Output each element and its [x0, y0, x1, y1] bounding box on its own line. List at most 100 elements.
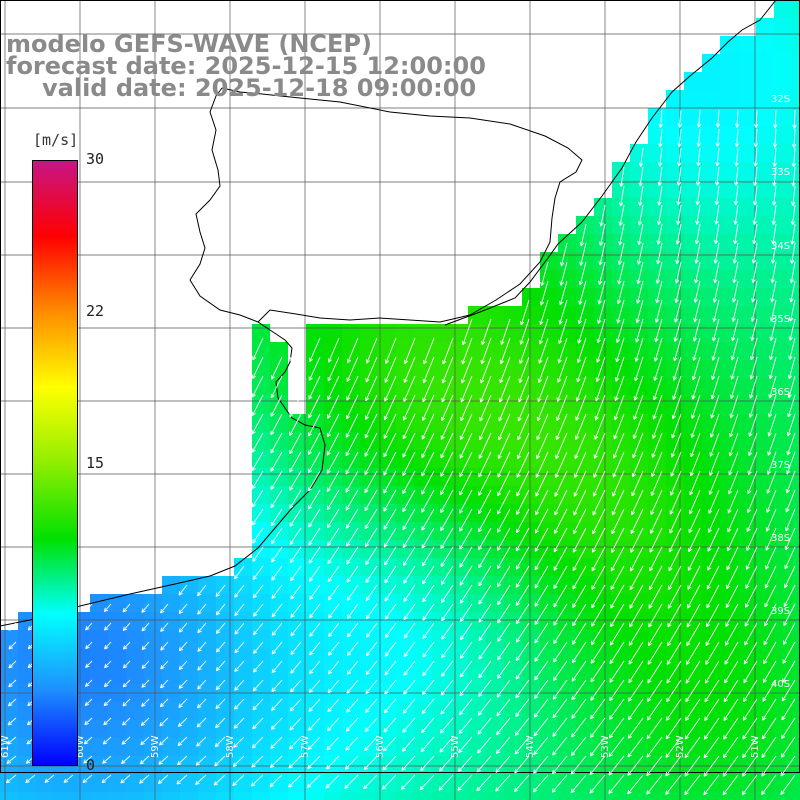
wind-arrow	[420, 755, 435, 772]
wind-speed-cell	[450, 450, 468, 468]
wind-speed-cell	[630, 612, 648, 630]
wind-speed-cell	[738, 486, 756, 504]
wind-speed-cell	[486, 594, 504, 612]
wind-speed-cell	[342, 648, 360, 666]
wind-arrow	[723, 717, 739, 740]
wind-arrow	[440, 698, 454, 715]
wind-speed-cell	[504, 360, 522, 378]
wind-arrow	[270, 736, 283, 749]
wind-speed-cell	[756, 234, 774, 252]
wind-speed-cell	[270, 702, 288, 720]
wind-speed-cell	[612, 270, 630, 288]
wind-arrow	[627, 698, 644, 721]
wind-speed-cell	[18, 792, 36, 800]
wind-speed-cell	[702, 468, 720, 486]
wind-arrow	[441, 641, 454, 659]
wind-arrow	[676, 166, 682, 186]
wind-arrow	[731, 280, 739, 303]
wind-arrow	[536, 394, 549, 422]
wind-speed-cell	[540, 486, 558, 504]
wind-arrow	[668, 527, 682, 553]
wind-arrow	[628, 679, 644, 702]
wind-speed-cell	[378, 378, 396, 396]
wind-speed-cell	[324, 612, 342, 630]
wind-arrow	[121, 736, 131, 745]
wind-arrow	[384, 584, 397, 602]
wind-speed-cell	[342, 612, 360, 630]
wind-speed-cell	[594, 432, 612, 450]
wind-arrow	[476, 774, 492, 792]
wind-speed-cell	[558, 558, 576, 576]
wind-arrow	[289, 432, 302, 455]
wind-arrow	[478, 584, 492, 605]
wind-speed-cell	[774, 180, 792, 198]
wind-arrow	[85, 622, 93, 631]
wind-arrow	[496, 717, 511, 736]
wind-arrow	[596, 318, 606, 344]
wind-speed-cell	[162, 738, 180, 756]
wind-arrow	[751, 242, 758, 264]
wind-arrow	[178, 717, 188, 727]
wind-speed-cell	[738, 216, 756, 234]
wind-arrow	[365, 546, 378, 565]
wind-arrow	[557, 337, 568, 364]
wind-speed-cell	[306, 594, 324, 612]
wind-arrow	[553, 584, 568, 608]
wind-speed-cell	[306, 774, 324, 792]
wind-arrow	[345, 489, 359, 511]
wind-speed-cell	[756, 90, 774, 108]
wind-arrow	[723, 698, 739, 721]
wind-arrow	[651, 432, 663, 458]
wind-speed-cell	[720, 216, 738, 234]
wind-arrow	[732, 261, 739, 284]
wind-speed-cell	[468, 648, 486, 666]
wind-arrow	[590, 698, 606, 720]
wind-arrow	[270, 356, 283, 380]
wind-arrow	[364, 394, 378, 420]
wind-arrow	[459, 527, 473, 550]
wind-speed-cell	[756, 720, 774, 738]
wind-arrow	[575, 375, 587, 402]
wind-arrow	[631, 470, 644, 497]
wind-speed-cell	[648, 522, 666, 540]
wind-arrow	[743, 660, 758, 684]
wind-speed-cell	[720, 774, 738, 792]
wind-arrow	[649, 527, 663, 553]
wind-speed-cell	[576, 648, 594, 666]
wind-speed-cell	[648, 324, 666, 342]
wind-speed-cell	[684, 144, 702, 162]
wind-speed-cell	[666, 648, 684, 666]
wind-arrow	[308, 413, 321, 437]
wind-arrow	[102, 736, 112, 745]
wind-arrow	[103, 679, 112, 688]
wind-speed-cell	[72, 774, 90, 792]
wind-speed-cell	[792, 702, 800, 720]
wind-speed-cell	[702, 126, 720, 144]
wind-speed-cell	[630, 792, 648, 800]
wind-arrow	[767, 432, 777, 456]
wind-speed-cell	[270, 342, 288, 360]
wind-arrow	[141, 603, 150, 613]
wind-arrow	[783, 603, 796, 626]
wind-arrow	[685, 660, 701, 684]
wind-speed-cell	[198, 756, 216, 774]
wind-speed-cell	[468, 360, 486, 378]
wind-arrow	[647, 622, 663, 647]
wind-arrow	[675, 242, 682, 265]
wind-speed-cell	[432, 414, 450, 432]
wind-speed-cell	[144, 720, 162, 738]
wind-arrow	[252, 356, 264, 379]
wind-arrow	[459, 432, 473, 459]
wind-speed-cell	[594, 720, 612, 738]
wind-speed-cell	[0, 648, 18, 666]
wind-arrow	[196, 698, 207, 709]
wind-arrow	[402, 698, 416, 714]
wind-arrow	[746, 508, 758, 533]
wind-speed-cell	[162, 756, 180, 774]
wind-speed-cell	[432, 324, 450, 342]
wind-speed-cell	[720, 234, 738, 252]
wind-speed-cell	[522, 756, 540, 774]
wind-speed-cell	[522, 450, 540, 468]
wind-speed-cell	[504, 648, 522, 666]
wind-speed-cell	[648, 360, 666, 378]
